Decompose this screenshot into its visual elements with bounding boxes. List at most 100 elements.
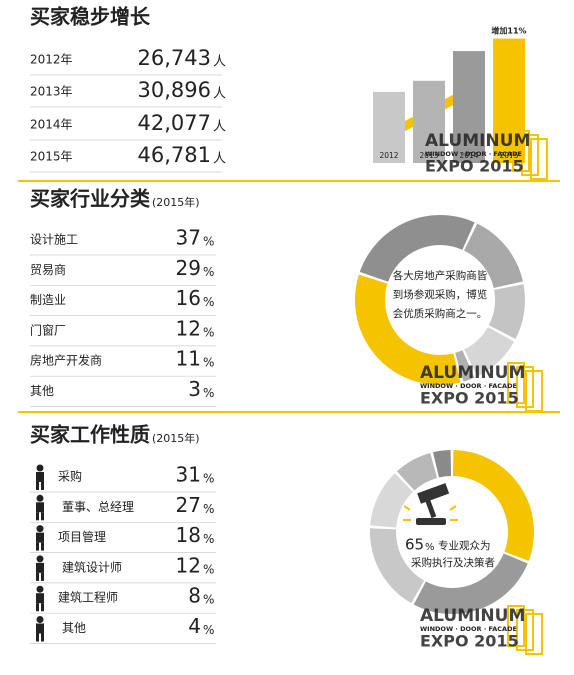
value-label: 29 — [176, 256, 201, 280]
donut-segment — [359, 214, 475, 282]
icon-body — [36, 532, 44, 543]
icon-body — [36, 472, 44, 482]
unit-label: % — [203, 356, 214, 370]
value-label: 16 — [176, 286, 201, 310]
logo-text: WINDOW · DOOR · FACADE — [425, 150, 522, 158]
row-label: 2012年 — [30, 53, 73, 67]
icon-leg — [36, 633, 39, 642]
person-icon — [36, 525, 44, 551]
logo-frame — [530, 138, 548, 180]
x-tick-label: 2014 — [459, 151, 478, 160]
icon-leg — [36, 482, 39, 490]
donut-segment — [464, 326, 515, 377]
value-label: 18 — [176, 523, 201, 547]
row-label: 贸易商 — [30, 262, 66, 277]
logo-text: ALUMINUM — [425, 131, 530, 151]
unit-label: 人 — [213, 120, 226, 135]
value-label: 46,781 — [138, 143, 211, 167]
row-label: 建筑设计师 — [62, 559, 122, 574]
person-icon — [36, 585, 44, 612]
row-label: 采购 — [58, 469, 82, 484]
value-label: 37 — [176, 226, 201, 250]
row-label: 建筑工程师 — [58, 590, 118, 605]
logo-text: EXPO 2015 — [420, 632, 519, 651]
row-label: 房地产开发商 — [30, 353, 102, 368]
unit-label: % — [203, 532, 214, 546]
value-label: 42,077 — [138, 111, 211, 135]
unit-label: % — [203, 562, 214, 576]
icon-head — [36, 555, 44, 563]
bar — [413, 80, 445, 163]
icon-leg — [41, 603, 44, 612]
unit-label: 人 — [213, 152, 226, 167]
row-label: 其他 — [62, 621, 86, 635]
donut-segment — [452, 450, 534, 561]
value-label: 11 — [176, 347, 201, 371]
x-tick-label: 2012 — [379, 151, 398, 160]
center-text: 专业观众为 — [438, 539, 491, 552]
section-title: 买家行业分类 — [30, 187, 150, 211]
icon-body — [36, 502, 44, 513]
unit-label: % — [203, 295, 214, 309]
value-label: 4 — [188, 614, 201, 638]
row-label: 董事、总经理 — [62, 500, 134, 514]
x-tick-label: 2013 — [419, 151, 438, 160]
icon-head — [36, 585, 44, 593]
center-text: 会优质采购商之一。 — [393, 307, 488, 320]
icon-head — [36, 464, 44, 472]
x-tick-label: 2015 — [499, 151, 518, 160]
logo-text: ALUMINUM — [420, 363, 525, 383]
unit-label: % — [203, 502, 214, 516]
unit-label: % — [203, 325, 214, 339]
logo-text: ALUMINUM — [420, 606, 525, 626]
row-label: 其他 — [30, 384, 54, 398]
donut-segment — [396, 452, 438, 491]
unit-label: 人 — [213, 55, 226, 70]
gavel-icon — [403, 483, 458, 525]
center-text: 到场参观采购，博览 — [393, 288, 488, 301]
icon-leg — [36, 512, 39, 521]
bar — [453, 51, 485, 163]
value-label: 12 — [176, 316, 201, 340]
icon-leg — [41, 633, 44, 642]
donut-segment — [355, 274, 461, 385]
value-label: 27 — [176, 493, 201, 517]
highlight-unit: % — [425, 542, 435, 553]
center-text: 各大房地产采购商皆 — [393, 269, 488, 282]
section-title: 买家工作性质 — [30, 423, 150, 447]
icon-head — [36, 494, 44, 502]
donut-segment — [413, 553, 528, 614]
logo-text: WINDOW · DOOR · FACADE — [420, 382, 517, 390]
row-label: 2014年 — [30, 118, 73, 132]
icon-leg — [41, 542, 44, 551]
unit-label: % — [203, 265, 214, 279]
icon-body — [36, 593, 44, 604]
icon-body — [36, 623, 44, 634]
annotation: 增加11% — [491, 26, 526, 36]
section-subtitle: (2015年) — [152, 195, 200, 209]
row-label: 2015年 — [30, 150, 73, 164]
value-label: 3 — [188, 377, 201, 401]
icon-leg — [36, 572, 39, 581]
logo-frame — [525, 370, 543, 412]
section-title: 买家稳步增长 — [30, 5, 151, 29]
donut-segment — [370, 473, 413, 528]
row-label: 制造业 — [30, 293, 66, 307]
icon-leg — [41, 572, 44, 581]
donut-segment — [464, 223, 523, 288]
person-icon — [36, 555, 44, 581]
unit-label: % — [203, 472, 214, 486]
value-label: 12 — [176, 553, 201, 577]
icon-leg — [36, 542, 39, 551]
logo-text: EXPO 2015 — [425, 157, 524, 176]
bar — [373, 91, 405, 163]
unit-label: % — [203, 235, 214, 249]
donut-segment — [370, 528, 425, 604]
section-subtitle: (2015年) — [152, 431, 200, 445]
row-label: 门窗厂 — [30, 322, 66, 337]
icon-leg — [41, 512, 44, 521]
icon-leg — [41, 482, 44, 490]
highlight-value: 65 — [405, 536, 424, 554]
